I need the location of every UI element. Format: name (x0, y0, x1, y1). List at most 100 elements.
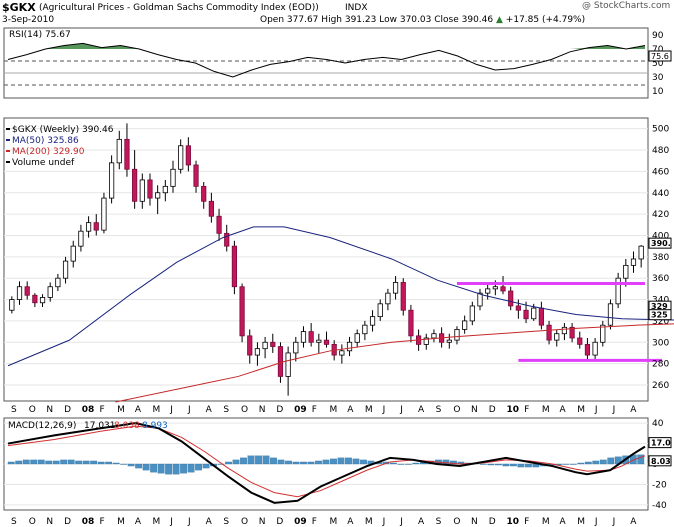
x-axis-label: S (436, 405, 442, 415)
x-axis-label: N (471, 405, 478, 415)
macd-histogram-bar (22, 459, 30, 465)
x-axis-label: J (612, 517, 616, 527)
x-axis-label: J (612, 405, 616, 415)
x-axis-label: F (99, 405, 104, 415)
macd-histogram-bar (599, 459, 607, 465)
legend-entry: $GKX (Weekly) 390.46 (12, 125, 114, 135)
candle-body (254, 348, 261, 356)
rsi-value-badge: 75.6 (651, 52, 669, 61)
candle-body (508, 290, 514, 307)
x-axis-label: J (399, 405, 403, 415)
price-tick-label: 440 (652, 189, 669, 199)
macd-histogram-bar (195, 463, 202, 471)
candle-body (316, 339, 322, 343)
x-axis-label: J (169, 405, 173, 415)
macd-histogram-bar (322, 459, 330, 465)
price-tick-label: 360 (652, 274, 669, 284)
price-badge-bg (648, 309, 672, 321)
candle-body (155, 192, 161, 199)
macd-label: MACD(12,26,9) (8, 421, 76, 431)
x-axis-label: N (259, 517, 266, 527)
candle-body (262, 341, 268, 350)
x-axis-label: J (187, 405, 191, 415)
x-axis-label: J (169, 517, 173, 527)
macd-histogram-bar (82, 460, 90, 465)
open-label: Open (260, 15, 285, 25)
ma50-line (7, 226, 674, 367)
candle-body (339, 350, 345, 356)
macd-histogram-bar (405, 463, 412, 465)
macd-histogram-bar (45, 460, 53, 465)
x-axis-label: J (399, 517, 403, 527)
macd-histogram-bar (105, 461, 113, 465)
candle-body (392, 282, 399, 294)
macd-histogram-bar (247, 455, 255, 465)
rsi-value-badge-bg (648, 50, 672, 62)
x-axis-label: 10 (506, 517, 519, 527)
x-axis-bottom: S O N D 08 F M A M J J A S O N D 09 F M A M J J A S O N D 10 F M A M J J A (11, 517, 637, 527)
macd-histogram-bar (397, 463, 405, 465)
x-axis-label: O (29, 405, 36, 415)
ohlc-row: Open 377.67 High 391.23 Low 370.03 Close… (260, 15, 585, 25)
candle-body (369, 316, 376, 326)
candle-body (607, 303, 614, 326)
x-axis-label: 08 (82, 405, 95, 415)
x-axis-label: A (135, 517, 142, 527)
macd-badge-bg (648, 455, 672, 467)
macd-histogram-bar (240, 457, 247, 465)
macd-histogram-bar (637, 454, 645, 465)
x-axis-label: F (524, 517, 529, 527)
candle-body (162, 185, 168, 194)
macd-histogram-bar (487, 463, 495, 466)
macd-histogram-bar (37, 459, 45, 465)
macd-histogram-bar (285, 460, 292, 465)
macd-histogram-bar (97, 461, 105, 465)
macd-histogram-bar (127, 463, 135, 467)
x-axis-label: D (489, 517, 496, 527)
macd-histogram-bar (277, 459, 285, 465)
x-axis-label: M (542, 517, 550, 527)
candle-body (24, 286, 30, 296)
x-axis-label: A (347, 405, 354, 415)
candle-body (362, 324, 368, 335)
candle-body (492, 286, 498, 290)
candle-body (293, 341, 299, 354)
x-axis-label: D (276, 517, 283, 527)
candle-body (531, 307, 537, 320)
x-axis-label: N (46, 517, 53, 527)
rsi-panel: RSI(14) 75.67 90 70 50 30 10 75.6 (3, 27, 672, 99)
watermark[interactable]: @ StockCharts.com (582, 1, 671, 11)
macd-histogram-bar (360, 459, 367, 465)
x-axis-label: M (117, 517, 125, 527)
candle-body (62, 260, 69, 279)
price-tick-label: 400 (652, 231, 669, 241)
rsi-line (7, 42, 646, 78)
macd-histogram-bar (52, 460, 60, 465)
x-axis-label: M (153, 517, 161, 527)
macd-histogram-bar (202, 463, 210, 469)
candle-body (116, 138, 122, 164)
price-tick-label: 420 (652, 210, 669, 220)
x-axis-label: J (187, 517, 191, 527)
x-axis-label: F (312, 517, 317, 527)
x-axis-label: A (560, 517, 567, 527)
x-axis-label: S (223, 405, 229, 415)
macd-tick-label: 40 (652, 419, 664, 429)
candle-body (231, 245, 238, 288)
x-axis-label: A (206, 517, 213, 527)
candle-body (224, 232, 230, 247)
candle-body (139, 179, 145, 202)
price-panel: 500480460440420400380360340320300280260 … (3, 117, 674, 403)
legend-entry: MA(200) 329.90 (12, 147, 85, 157)
price-tick-label: 260 (652, 381, 669, 391)
open-value: 377.67 (286, 15, 319, 25)
chart-date: 3-Sep-2010 (2, 15, 55, 25)
macd-badge-bg (648, 437, 672, 449)
macd-histogram-bar (479, 463, 487, 465)
change-up-icon: ▲ (496, 15, 503, 25)
x-axis-label: O (29, 517, 36, 527)
chart-exchange: INDX (345, 3, 368, 13)
candle-body (239, 286, 245, 337)
rsi-overbought-area (8, 43, 645, 49)
